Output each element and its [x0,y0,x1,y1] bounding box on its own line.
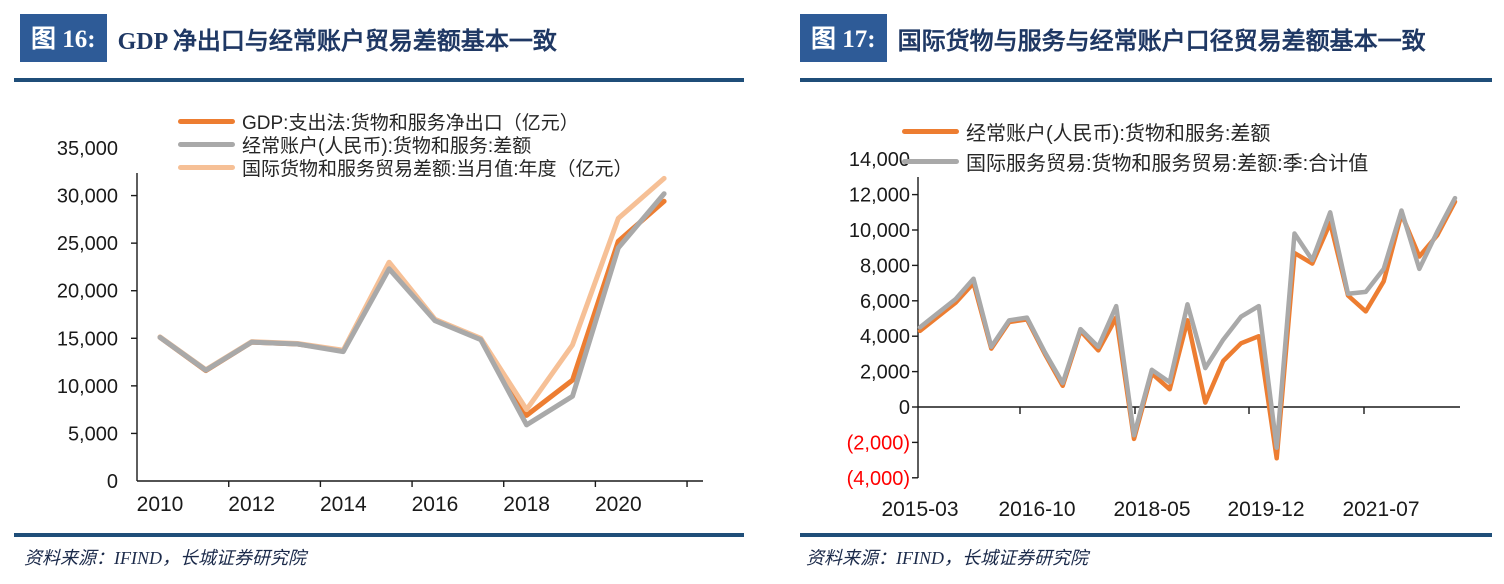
y-axis-tick-label: 35,000 [57,138,118,160]
y-axis-tick-label: 12,000 [849,185,910,207]
figure16-title: GDP 净出口与经常账户贸易差额基本一致 [117,28,557,55]
legend-line-swatch [178,165,235,170]
figure16-line-chart: 35,000 30,000 25,000 20,000 15,000 10,000 5,00… [14,88,744,533]
y-axis-tick-label: 10,000 [849,220,910,242]
figure17-title-rule [800,78,1492,82]
series-line [157,191,667,428]
y-axis-tick-label: (4,000) [847,468,910,490]
y-axis-tick-label: 20,000 [57,281,118,303]
x-axis-tick-label: 2018 [503,493,550,516]
x-axis-tick-label: 2019-12 [1227,498,1304,521]
x-axis-tick-label: 2010 [137,493,184,516]
x-axis-tick-label: 2014 [320,493,367,516]
series-line [917,195,1458,450]
x-axis-tick-label: 2021-07 [1342,498,1419,521]
legend-item: 经常账户(人民币):货物和服务:差额 [178,133,633,157]
figure17-legend: 经常账户(人民币):货物和服务:差额国际服务贸易:货物和服务贸易:差额:季:合计… [902,116,1368,176]
legend-line-swatch [178,119,235,124]
legend-label: 国际服务贸易:货物和服务贸易:差额:季:合计值 [966,152,1369,175]
x-axis-tick-label: 2018-05 [1113,498,1190,521]
figure17-title-row: 图 17: 国际货物与服务与经常账户口径贸易差额基本一致 [800,14,1426,62]
legend-item: 经常账户(人民币):货物和服务:差额 [902,116,1368,146]
legend-label: 国际货物和服务贸易差额:当月值:年度（亿元） [242,159,633,180]
x-axis-tick-label: 2016-10 [998,498,1075,521]
figure16-bottom-rule [14,533,744,537]
y-axis-tick-label: 4,000 [860,326,910,348]
y-axis-tick-label: 14,000 [849,149,910,171]
figure17-bottom-rule [800,533,1492,537]
figure17-line-chart: 14,000 12,000 10,000 8,000 6,000 4,000 2,000 0 (… [768,88,1504,533]
figure16-plot: 35,000 30,000 25,000 20,000 15,000 10,000 5,00… [57,138,703,516]
y-axis-tick-label: 25,000 [57,233,118,255]
figure17-source: 资料来源：IFIND，长城证券研究院 [806,548,1088,568]
legend-label: GDP:支出法:货物和服务净出口（亿元） [242,113,579,134]
legend-item: 国际货物和服务贸易差额:当月值:年度（亿元） [178,156,633,180]
legend-item: GDP:支出法:货物和服务净出口（亿元） [178,110,633,134]
figure16-badge: 图 16: [20,14,107,62]
figure16-title-rule [14,78,744,82]
y-axis-tick-label: 0 [899,397,910,419]
figure17-badge: 图 17: [800,14,887,62]
y-axis-tick-label: 8,000 [860,255,910,277]
x-axis-tick-label: 2020 [595,493,642,516]
y-axis-tick-label: 15,000 [57,328,118,350]
figure17-title: 国际货物与服务与经常账户口径贸易差额基本一致 [897,28,1426,55]
x-axis-tick-label: 2015-03 [881,498,958,521]
y-axis-tick-label: 10,000 [57,376,118,398]
y-axis-tick-label: 2,000 [860,362,910,384]
figure16-title-row: 图 16: GDP 净出口与经常账户贸易差额基本一致 [20,14,557,62]
legend-line-swatch [178,142,235,147]
series-line [157,198,667,418]
figure17-plot: 14,000 12,000 10,000 8,000 6,000 4,000 2,000 0 (… [847,149,1460,521]
legend-label: 经常账户(人民币):货物和服务:差额 [242,136,532,157]
y-axis-tick-label: 30,000 [57,186,118,208]
y-axis-tick-label: 0 [107,471,118,493]
figure16-source: 资料来源：IFIND，长城证券研究院 [24,548,306,568]
legend-label: 经常账户(人民币):货物和服务:差额 [966,122,1271,145]
legend-line-swatch [902,158,959,164]
y-axis-tick-label: (2,000) [847,432,910,454]
y-axis-tick-label: 5,000 [68,423,118,445]
legend-line-swatch [902,128,959,134]
y-axis-tick-label: 6,000 [860,291,910,313]
x-axis-tick-label: 2016 [412,493,459,516]
x-axis-tick-label: 2012 [228,493,275,516]
legend-item: 国际服务贸易:货物和服务贸易:差额:季:合计值 [902,146,1368,176]
figure16-legend: GDP:支出法:货物和服务净出口（亿元） 经常账户(人民币):货物和服务:差额 国际… [178,110,633,180]
